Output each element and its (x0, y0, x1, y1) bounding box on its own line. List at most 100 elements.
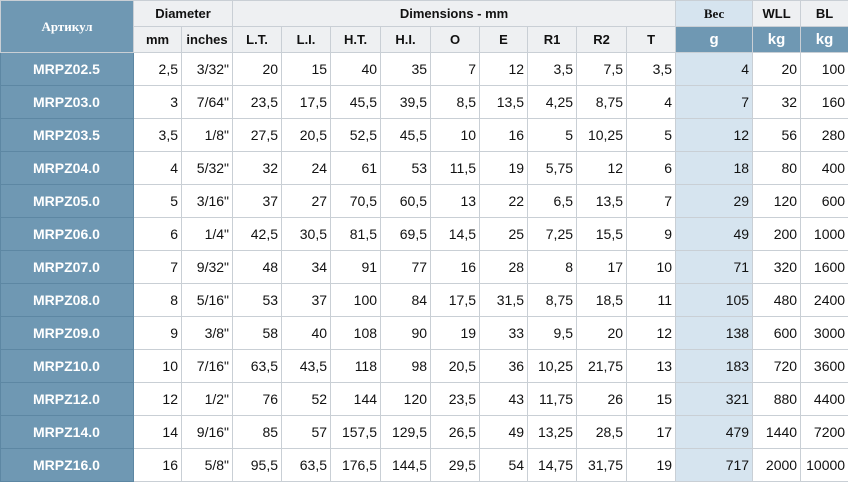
value-cell: 91 (330, 250, 382, 284)
value-cell: 16 (133, 448, 182, 482)
value-cell: 7 (430, 52, 481, 86)
subheader-cell: T (626, 26, 677, 53)
value-cell: 11,5 (430, 151, 481, 185)
article-cell: MRPZ04.0 (0, 151, 134, 185)
value-cell: 321 (675, 382, 754, 416)
value-cell: 720 (752, 349, 802, 383)
header-cell: Diameter (132, 0, 234, 27)
value-cell: 48 (232, 250, 283, 284)
value-cell: 3000 (800, 316, 848, 350)
subheader-cell: O (430, 26, 481, 53)
value-cell: 90 (380, 316, 432, 350)
article-cell: MRPZ02.5 (0, 52, 134, 86)
value-cell: 14 (133, 415, 182, 449)
value-cell: 10,25 (527, 349, 578, 383)
value-cell: 4400 (800, 382, 848, 416)
value-cell: 1/2" (180, 382, 234, 416)
value-cell: 20 (752, 52, 802, 86)
value-cell: 183 (675, 349, 754, 383)
header-cell: Вес (675, 0, 754, 27)
value-cell: 7,5 (576, 52, 628, 86)
value-cell: 43 (479, 382, 529, 416)
value-cell: 8,75 (527, 283, 578, 317)
value-cell: 1000 (800, 217, 848, 251)
article-cell: MRPZ03.0 (0, 85, 134, 119)
value-cell: 53 (380, 151, 432, 185)
value-cell: 1440 (752, 415, 802, 449)
value-cell: 480 (752, 283, 802, 317)
value-cell: 120 (752, 184, 802, 218)
value-cell: 880 (752, 382, 802, 416)
value-cell: 14,75 (527, 448, 578, 482)
value-cell: 19 (626, 448, 677, 482)
value-cell: 9,5 (527, 316, 578, 350)
value-cell: 52 (281, 382, 332, 416)
value-cell: 16 (430, 250, 481, 284)
value-cell: 45,5 (380, 118, 432, 152)
value-cell: 80 (752, 151, 802, 185)
value-cell: 17 (626, 415, 677, 449)
value-cell: 14,5 (430, 217, 481, 251)
value-cell: 84 (380, 283, 432, 317)
value-cell: 10 (430, 118, 481, 152)
value-cell: 4 (626, 85, 677, 119)
value-cell: 32 (232, 151, 283, 185)
value-cell: 27,5 (232, 118, 283, 152)
value-cell: 12 (479, 52, 529, 86)
value-cell: 40 (281, 316, 332, 350)
table-row: MRPZ10.0 10 7/16" 63,5 43,5 118 98 20,5 36 10,25 2… (0, 349, 848, 383)
value-cell: 100 (330, 283, 382, 317)
value-cell: 717 (675, 448, 754, 482)
value-cell: 7,25 (527, 217, 578, 251)
value-cell: 8 (133, 283, 182, 317)
value-cell: 33 (479, 316, 529, 350)
subheader-cell: kg (752, 26, 802, 53)
value-cell: 5 (527, 118, 578, 152)
subheader-cell: kg (800, 26, 848, 53)
value-cell: 10,25 (576, 118, 628, 152)
value-cell: 8,5 (430, 85, 481, 119)
value-cell: 8,75 (576, 85, 628, 119)
value-cell: 13 (626, 349, 677, 383)
value-cell: 70,5 (330, 184, 382, 218)
value-cell: 43,5 (281, 349, 332, 383)
value-cell: 15 (626, 382, 677, 416)
value-cell: 105 (675, 283, 754, 317)
article-cell: MRPZ09.0 (0, 316, 134, 350)
value-cell: 1600 (800, 250, 848, 284)
value-cell: 85 (232, 415, 283, 449)
table-row: MRPZ14.0 14 9/16" 85 57 157,5 129,5 26,5 49 13,25… (0, 415, 848, 449)
subheader-cell: inches (180, 26, 234, 53)
value-cell: 53 (232, 283, 283, 317)
header-row: Артикул Diameter Dimensions - mm Вес WLL… (0, 0, 848, 53)
value-cell: 144 (330, 382, 382, 416)
value-cell: 37 (232, 184, 283, 218)
value-cell: 12 (576, 151, 628, 185)
table-row: MRPZ05.0 5 3/16" 37 27 70,5 60,5 13 22 6,5 13,5 7 29… (0, 184, 848, 218)
value-cell: 15,5 (576, 217, 628, 251)
article-cell: MRPZ10.0 (0, 349, 134, 383)
value-cell: 98 (380, 349, 432, 383)
value-cell: 200 (752, 217, 802, 251)
value-cell: 4 (675, 52, 754, 86)
value-cell: 13,5 (479, 85, 529, 119)
header-cell: Dimensions - mm (232, 0, 677, 27)
value-cell: 108 (330, 316, 382, 350)
value-cell: 176,5 (330, 448, 382, 482)
value-cell: 19 (430, 316, 481, 350)
value-cell: 2000 (752, 448, 802, 482)
value-cell: 4,25 (527, 85, 578, 119)
value-cell: 56 (752, 118, 802, 152)
value-cell: 61 (330, 151, 382, 185)
value-cell: 34 (281, 250, 332, 284)
value-cell: 7 (675, 85, 754, 119)
value-cell: 95,5 (232, 448, 283, 482)
value-cell: 20,5 (430, 349, 481, 383)
value-cell: 12 (626, 316, 677, 350)
value-cell: 35 (380, 52, 432, 86)
value-cell: 25 (479, 217, 529, 251)
value-cell: 10000 (800, 448, 848, 482)
value-cell: 81,5 (330, 217, 382, 251)
value-cell: 21,75 (576, 349, 628, 383)
